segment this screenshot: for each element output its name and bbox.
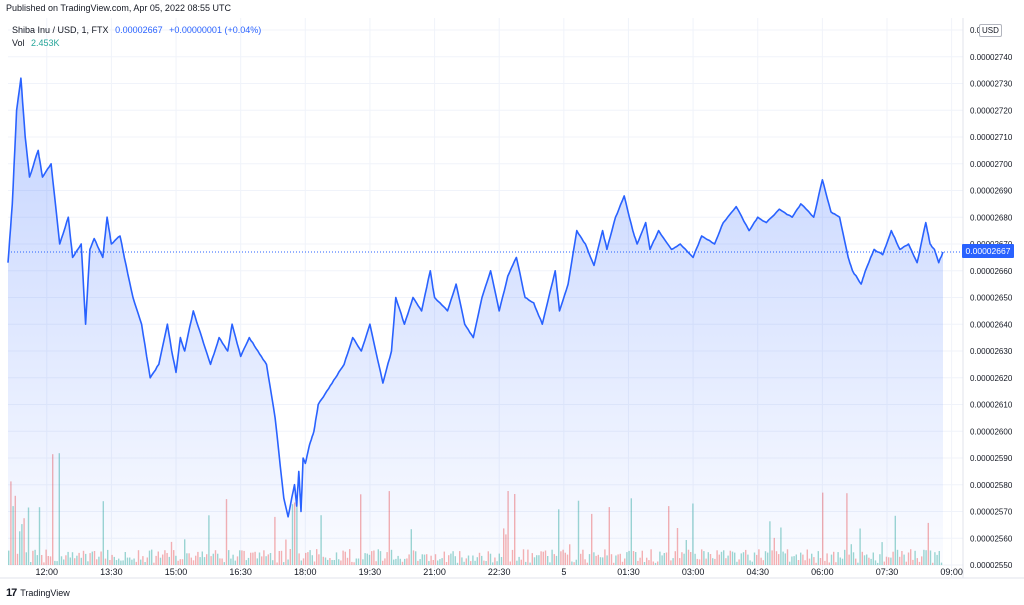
y-tick-label: 0.00002740 bbox=[970, 53, 1013, 62]
published-caption: Published on TradingView.com, Apr 05, 20… bbox=[6, 3, 231, 13]
x-tick-label: 06:00 bbox=[811, 567, 834, 577]
y-tick-label: 0.00002720 bbox=[970, 106, 1013, 115]
x-tick-label: 15:00 bbox=[165, 567, 188, 577]
y-tick-label: 0.00002640 bbox=[970, 320, 1013, 329]
legend-symbol: Shiba Inu / USD, 1, FTX bbox=[12, 25, 109, 35]
legend-symbol-row[interactable]: Shiba Inu / USD, 1, FTX 0.00002667 +0.00… bbox=[12, 24, 261, 37]
x-tick-label: 16:30 bbox=[229, 567, 252, 577]
x-tick-label: 19:30 bbox=[359, 567, 382, 577]
x-tick-label: 13:30 bbox=[100, 567, 123, 577]
y-tick-label: 0.00002700 bbox=[970, 160, 1013, 169]
y-tick-label: 0.00002590 bbox=[970, 454, 1013, 463]
legend-volume-row[interactable]: Vol 2.453K bbox=[12, 37, 261, 50]
y-tick-label: 0.00002680 bbox=[970, 213, 1013, 222]
x-tick-label: 22:30 bbox=[488, 567, 511, 577]
y-tick-label: 0.00002630 bbox=[970, 347, 1013, 356]
last-price-tag: 0.00002667 bbox=[962, 244, 1014, 258]
price-series-line bbox=[7, 77, 944, 518]
y-tick-label: 0.00002690 bbox=[970, 187, 1013, 196]
y-tick-label: 0.00002620 bbox=[970, 374, 1013, 383]
legend-price: 0.00002667 bbox=[115, 25, 163, 35]
y-tick-label: 0.00002600 bbox=[970, 427, 1013, 436]
y-tick-label: 0.00002660 bbox=[970, 267, 1013, 276]
y-tick-label: 0.00002570 bbox=[970, 508, 1013, 517]
x-tick-label: 5 bbox=[561, 567, 566, 577]
y-tick-label: 0.0 bbox=[970, 26, 982, 35]
x-tick-label: 03:00 bbox=[682, 567, 705, 577]
x-tick-label: 04:30 bbox=[746, 567, 769, 577]
y-tick-label: 0.00002610 bbox=[970, 401, 1013, 410]
y-tick-label: 0.00002710 bbox=[970, 133, 1013, 142]
legend-vol-value: 2.453K bbox=[31, 38, 60, 48]
legend-vol-label: Vol bbox=[12, 38, 25, 48]
x-tick-label: 21:00 bbox=[423, 567, 446, 577]
currency-badge[interactable]: USD bbox=[979, 24, 1002, 37]
footer-brand[interactable]: TradingView bbox=[20, 588, 70, 598]
y-tick-label: 0.00002550 bbox=[970, 561, 1013, 570]
x-tick-label: 09:00 bbox=[940, 567, 963, 577]
price-area-fill bbox=[8, 78, 943, 565]
x-tick-label: 12:00 bbox=[36, 567, 59, 577]
price-area bbox=[7, 77, 963, 565]
x-tick-label: 18:00 bbox=[294, 567, 317, 577]
tradingview-logo-icon[interactable]: 17 bbox=[6, 587, 17, 599]
y-tick-label: 0.00002560 bbox=[970, 534, 1013, 543]
y-tick-label: 0.00002730 bbox=[970, 80, 1013, 89]
legend-change: +0.00000001 (+0.04%) bbox=[169, 25, 262, 35]
y-tick-label: 0.00002580 bbox=[970, 481, 1013, 490]
y-tick-label: 0.00002650 bbox=[970, 294, 1013, 303]
footer: 17 TradingView bbox=[6, 587, 70, 599]
x-tick-label: 07:30 bbox=[876, 567, 899, 577]
chart-legend: Shiba Inu / USD, 1, FTX 0.00002667 +0.00… bbox=[12, 24, 261, 50]
x-tick-label: 01:30 bbox=[617, 567, 640, 577]
axes: 0.0 0.00002740 0.00002730 0.00002720 0.00002… bbox=[0, 18, 1024, 579]
